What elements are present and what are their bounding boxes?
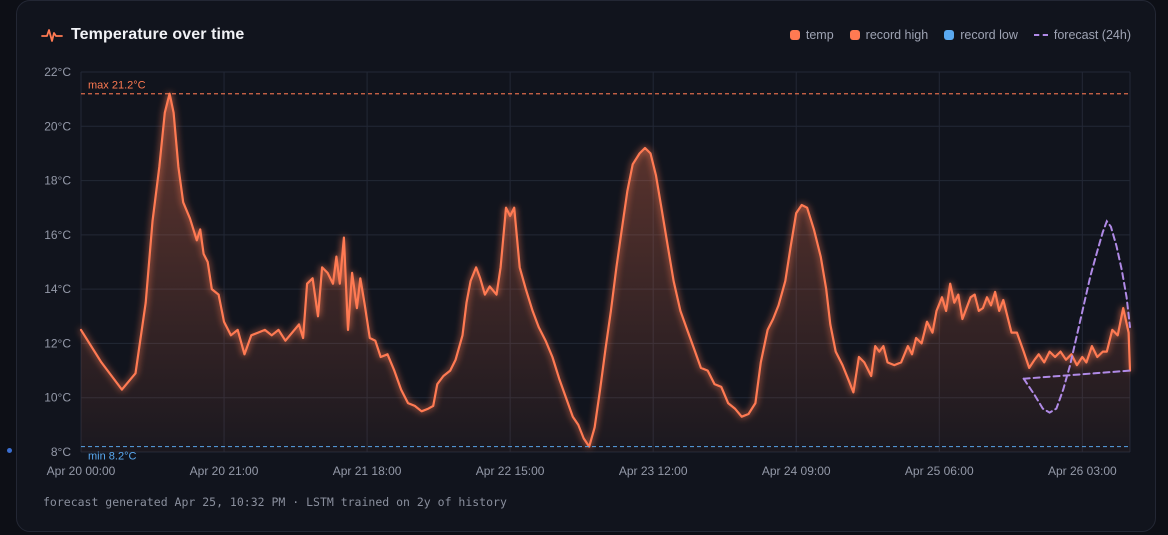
record-low-label: min 8.2°C xyxy=(88,451,136,463)
activity-icon xyxy=(41,24,63,46)
y-tick-label: 12°C xyxy=(44,336,71,350)
legend-item-forecast-24h[interactable]: forecast (24h) xyxy=(1033,28,1131,42)
chart-header: Temperature over time temp record high rec… xyxy=(41,21,1131,49)
y-tick-label: 8°C xyxy=(51,445,71,459)
legend-label: temp xyxy=(805,28,834,42)
x-tick-label: Apr 24 09:00 xyxy=(762,464,831,478)
temp-area-fill xyxy=(81,93,1130,452)
forecast-series-line xyxy=(1022,219,1131,414)
y-tick-label: 10°C xyxy=(44,391,71,405)
edge-marker xyxy=(7,448,12,453)
forecast-footer-note: forecast generated Apr 25, 10:32 PM · LS… xyxy=(43,495,507,509)
legend-swatch xyxy=(1033,34,1048,36)
y-tick-label: 16°C xyxy=(44,228,71,242)
y-tick-label: 14°C xyxy=(44,282,71,296)
temp-series-line xyxy=(79,92,1132,448)
x-tick-label: Apr 20 00:00 xyxy=(47,464,116,478)
chart-title: Temperature over time xyxy=(71,26,245,43)
x-tick-label: Apr 22 15:00 xyxy=(476,464,545,478)
legend-swatch xyxy=(944,30,955,40)
forecast-baseline-line xyxy=(1022,369,1131,380)
x-tick-label: Apr 20 21:00 xyxy=(190,464,259,478)
y-tick-label: 22°C xyxy=(44,65,71,79)
legend-item-record-high[interactable]: record high xyxy=(849,28,929,42)
x-tick-label: Apr 25 06:00 xyxy=(905,464,974,478)
record-high-label: max 21.2°C xyxy=(88,80,146,92)
legend-item-temp[interactable]: temp xyxy=(789,28,834,42)
legend-label: forecast (24h) xyxy=(1053,28,1131,42)
legend-label: record low xyxy=(960,28,1018,42)
legend-swatch xyxy=(849,30,860,40)
chart-legend: temp record high record low forecast (24h) xyxy=(789,28,1131,42)
legend-item-record-low[interactable]: record low xyxy=(944,28,1018,42)
y-tick-label: 20°C xyxy=(44,119,71,133)
legend-swatch xyxy=(789,30,800,40)
x-tick-label: Apr 26 03:00 xyxy=(1048,464,1117,478)
legend-label: record high xyxy=(865,28,929,42)
x-tick-label: Apr 21 18:00 xyxy=(333,464,402,478)
x-tick-label: Apr 23 12:00 xyxy=(619,464,688,478)
y-tick-label: 18°C xyxy=(44,174,71,188)
